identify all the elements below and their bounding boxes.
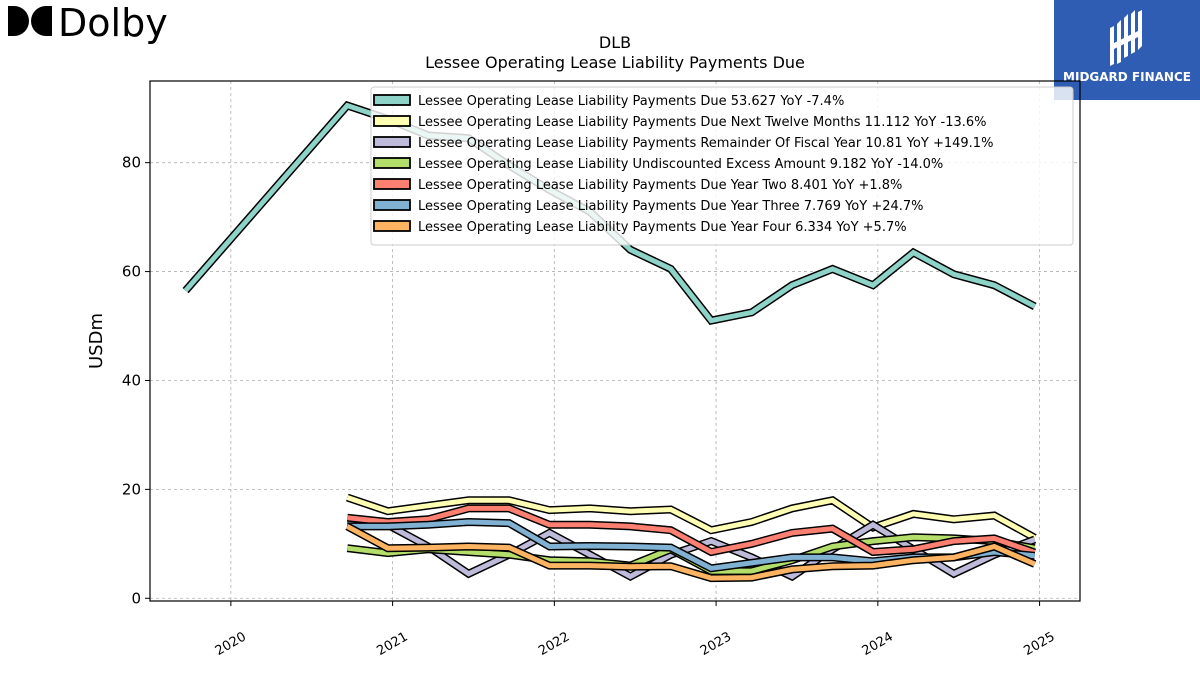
legend-swatch <box>373 220 411 232</box>
series-line-7 <box>345 522 1037 583</box>
x-tick-label: 2021 <box>374 629 410 659</box>
legend-swatch <box>373 115 411 127</box>
legend: Lessee Operating Lease Liability Payment… <box>370 86 1074 246</box>
legend-entry: Lessee Operating Lease Liability Payment… <box>418 94 844 109</box>
x-tick-label: 2022 <box>536 629 572 659</box>
y-ticks: 0 20 40 60 80 <box>122 154 150 607</box>
x-tick-label: 2025 <box>1021 629 1057 659</box>
legend-entry: Lessee Operating Lease Liability Payment… <box>418 199 924 214</box>
chart-subtitle: Lessee Operating Lease Liability Payment… <box>425 53 805 72</box>
midgard-logo-icon <box>1110 10 1142 66</box>
legend-swatch <box>373 136 411 148</box>
midgard-finance-text: MIDGARD FINANCE <box>1063 70 1191 84</box>
y-tick-label: 60 <box>122 263 141 281</box>
legend-swatch <box>373 157 411 169</box>
chart-title: DLB <box>599 33 631 52</box>
legend-entry: Lessee Operating Lease Liability Payment… <box>418 220 907 235</box>
x-ticks: 2020 2021 2022 2023 2024 2025 <box>213 601 1058 659</box>
plot-frame <box>149 80 1081 602</box>
y-tick-label: 40 <box>122 371 141 389</box>
legend-box <box>370 86 1074 246</box>
series-line-3 <box>347 518 1037 582</box>
series-line-5 <box>346 504 1037 557</box>
dolby-logo-text: Dolby <box>58 2 168 45</box>
series-line-fill <box>346 524 1036 581</box>
dolby-logo-left-mark <box>8 6 29 36</box>
y-tick-label: 20 <box>122 480 141 498</box>
y-tick-label: 0 <box>131 589 141 607</box>
series-lines <box>182 100 1037 583</box>
x-tick-label: 2020 <box>213 629 249 659</box>
midgard-finance-badge: MIDGARD FINANCE <box>1054 0 1200 100</box>
y-axis-label: USDm <box>86 313 107 369</box>
legend-entry: Lessee Operating Lease Liability Payment… <box>418 115 987 130</box>
series-line-fill <box>346 495 1036 540</box>
dolby-logo: Dolby <box>4 1 174 46</box>
legend-entry: Lessee Operating Lease Liability Undisco… <box>418 157 943 172</box>
x-tick-label: 2024 <box>860 629 896 659</box>
series-line-fill <box>347 505 1036 555</box>
legend-swatch <box>373 94 411 106</box>
dolby-logo-right-mark <box>31 6 52 36</box>
legend-swatch <box>373 199 411 211</box>
y-tick-label: 80 <box>122 154 141 172</box>
x-tick-label: 2023 <box>698 629 734 659</box>
series-line-2 <box>346 493 1037 542</box>
legend-swatch <box>373 178 411 190</box>
legend-entry: Lessee Operating Lease Liability Payment… <box>418 136 993 151</box>
series-line-fill <box>347 519 1036 580</box>
legend-entry: Lessee Operating Lease Liability Payment… <box>418 178 902 193</box>
